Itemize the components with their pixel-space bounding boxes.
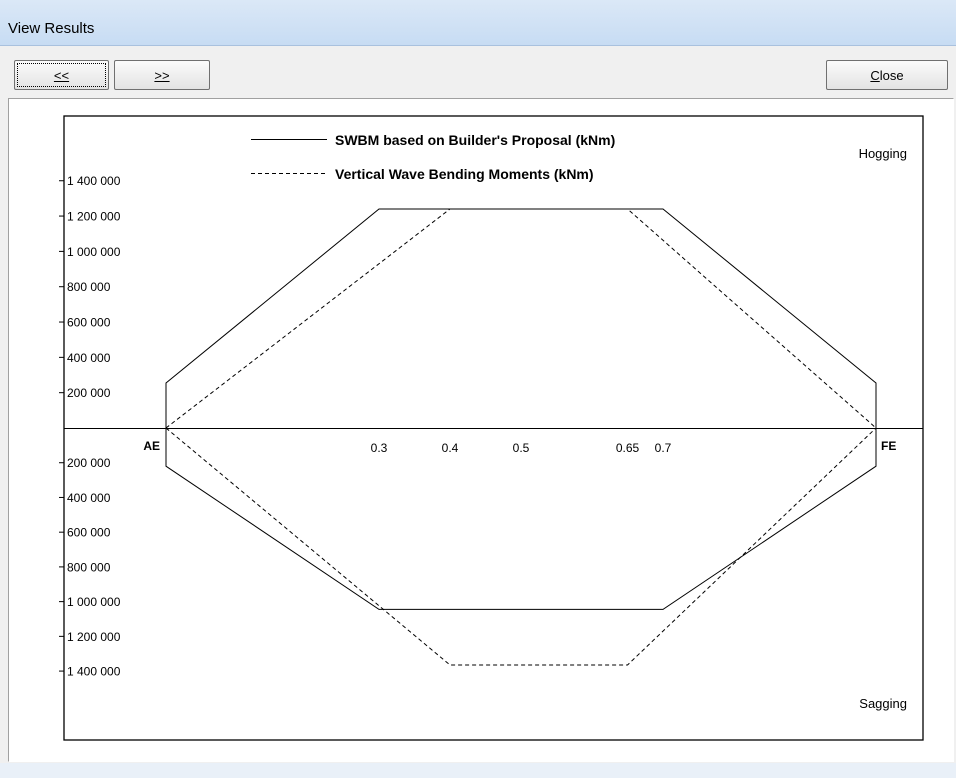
y-tick-label: 1 200 000: [67, 630, 121, 644]
legend-label-swbm: SWBM based on Builder's Proposal (kNm): [335, 132, 615, 148]
close-button[interactable]: Close: [826, 60, 948, 90]
x-tick-label: 0.7: [655, 441, 672, 455]
window-title: View Results: [8, 20, 95, 37]
bending-moment-chart: 200 000 400 000 600 000 800 000 1 000 000 1 2…: [59, 115, 924, 741]
series-vwbm-hogging-line: [165, 208, 877, 429]
y-axis-ticks: 200 000 400 000 600 000 800 000 1 000 000 1 2…: [59, 174, 121, 679]
x-tick-label: AE: [143, 439, 160, 453]
series-swbm-sagging-line: [165, 428, 877, 610]
previous-button-label: <<: [53, 67, 70, 83]
series-swbm-hogging-line: [165, 208, 877, 428]
legend-label-vwbm: Vertical Wave Bending Moments (kNm): [335, 166, 594, 182]
y-tick-label: 600 000: [67, 526, 111, 540]
y-tick-label: 1 200 000: [67, 210, 121, 224]
title-bar: View Results: [0, 0, 956, 46]
x-tick-label: FE: [881, 439, 896, 453]
sagging-label: Sagging: [859, 696, 907, 711]
y-tick-label: 600 000: [67, 316, 111, 330]
series-group: [165, 208, 877, 666]
y-tick-label: 1 000 000: [67, 595, 121, 609]
y-tick-label: 1 000 000: [67, 245, 121, 259]
y-tick-label: 200 000: [67, 386, 111, 400]
y-tick-label: 800 000: [67, 560, 111, 574]
next-button-label: >>: [154, 67, 170, 83]
next-button[interactable]: >>: [114, 60, 210, 90]
y-tick-label: 400 000: [67, 351, 111, 365]
y-tick-label: 1 400 000: [67, 174, 121, 188]
x-tick-label: 0.5: [513, 441, 530, 455]
y-tick-label: 1 400 000: [67, 665, 121, 679]
x-tick-label: 0.4: [442, 441, 459, 455]
y-tick-label: 400 000: [67, 491, 111, 505]
series-vwbm-sagging-line: [165, 427, 877, 666]
x-tick-label: 0.3: [371, 441, 388, 455]
chart-frame: 200 000 400 000 600 000 800 000 1 000 000 1 2…: [8, 98, 954, 762]
y-tick-label: 200 000: [67, 456, 111, 470]
y-tick-label: 800 000: [67, 280, 111, 294]
previous-button[interactable]: <<: [14, 60, 109, 90]
status-bar: [0, 763, 956, 778]
x-axis-ticks: AE 0.3 0.4 0.5 0.65 0.7 FE: [143, 439, 896, 455]
close-button-label: Close: [870, 67, 904, 83]
hogging-label: Hogging: [859, 146, 907, 161]
legend: SWBM based on Builder's Proposal (kNm) V…: [251, 132, 615, 182]
x-tick-label: 0.65: [616, 441, 640, 455]
